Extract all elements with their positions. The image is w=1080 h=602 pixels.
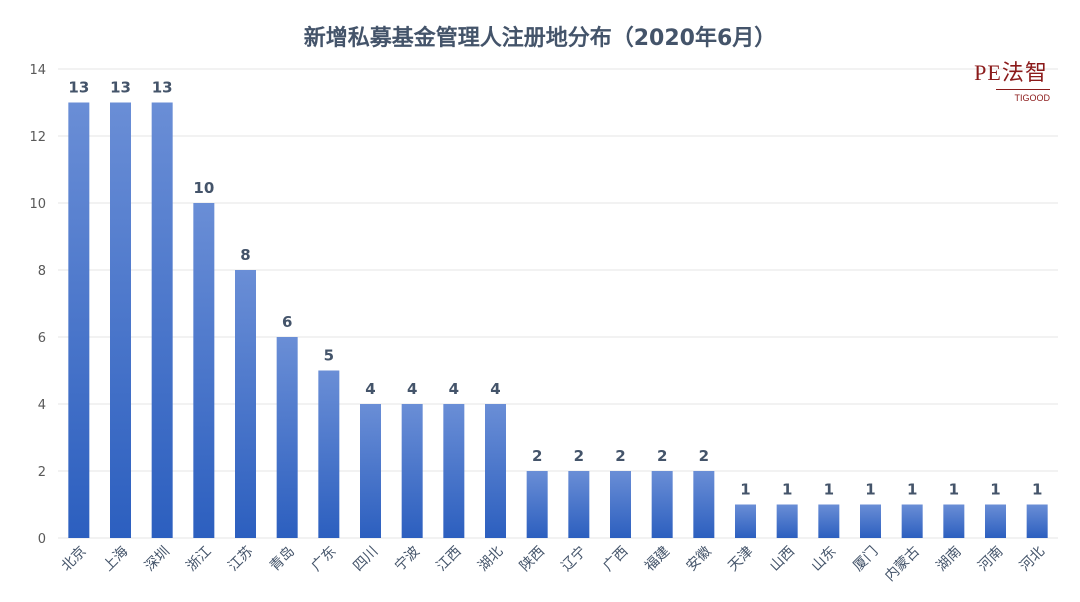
data-label: 13 bbox=[152, 79, 173, 97]
data-label: 1 bbox=[782, 481, 792, 499]
x-tick-label: 河南 bbox=[975, 544, 1006, 575]
x-tick-label: 广东 bbox=[309, 544, 340, 575]
bar bbox=[985, 504, 1006, 538]
data-label: 1 bbox=[865, 481, 875, 499]
bar bbox=[151, 102, 173, 538]
bar bbox=[735, 504, 756, 538]
logo-sub: TIGOOD bbox=[1014, 93, 1051, 103]
x-tick-label: 福建 bbox=[642, 544, 673, 575]
x-tick-label: 江苏 bbox=[225, 544, 256, 575]
y-tick-label: 0 bbox=[38, 532, 46, 547]
y-tick-label: 4 bbox=[38, 398, 46, 413]
x-tick-label: 青岛 bbox=[267, 544, 298, 575]
data-label: 1 bbox=[907, 481, 917, 499]
data-label: 2 bbox=[657, 447, 667, 465]
bar bbox=[860, 504, 881, 538]
x-tick-label: 浙江 bbox=[184, 544, 215, 575]
x-tick-label: 山西 bbox=[767, 544, 798, 575]
bar bbox=[68, 102, 90, 538]
data-label: 4 bbox=[365, 380, 375, 398]
bar bbox=[360, 404, 381, 538]
x-tick-label: 陕西 bbox=[517, 544, 548, 575]
data-label: 2 bbox=[574, 447, 584, 465]
x-tick-label: 安徽 bbox=[684, 544, 715, 575]
logo: PE法智 TIGOOD bbox=[966, 55, 1056, 103]
logo-text: PE法智 bbox=[974, 60, 1048, 85]
data-label: 1 bbox=[949, 481, 959, 499]
bar bbox=[943, 504, 965, 538]
x-tick-label: 北京 bbox=[59, 544, 90, 575]
x-tick-label: 江西 bbox=[434, 544, 465, 575]
y-tick-label: 12 bbox=[29, 130, 46, 145]
data-label: 2 bbox=[615, 447, 625, 465]
x-tick-label: 深圳 bbox=[142, 544, 173, 575]
bar bbox=[235, 270, 256, 538]
x-tick-label: 宁波 bbox=[391, 543, 423, 575]
data-label: 1 bbox=[990, 481, 1000, 499]
data-label: 1 bbox=[1032, 481, 1042, 499]
bar bbox=[568, 471, 590, 538]
bar bbox=[651, 471, 673, 538]
data-label: 5 bbox=[324, 347, 334, 365]
bar bbox=[443, 404, 465, 538]
x-tick-label: 天津 bbox=[725, 544, 756, 575]
data-label: 1 bbox=[824, 481, 834, 499]
data-label: 2 bbox=[699, 447, 709, 465]
y-tick-label: 6 bbox=[38, 331, 46, 346]
x-tick-label: 四川 bbox=[350, 544, 381, 575]
x-tick-label: 河北 bbox=[1017, 544, 1048, 575]
data-label: 13 bbox=[110, 79, 131, 97]
bar bbox=[110, 102, 131, 538]
bar bbox=[193, 203, 215, 538]
data-label: 2 bbox=[532, 447, 542, 465]
x-tick-label: 辽宁 bbox=[558, 543, 590, 575]
data-label: 8 bbox=[240, 246, 250, 264]
data-label: 10 bbox=[193, 179, 214, 197]
x-tick-label: 山东 bbox=[809, 544, 840, 575]
bar bbox=[901, 504, 923, 538]
chart-title: 新增私募基金管理人注册地分布（2020年6月） bbox=[303, 26, 777, 51]
bar bbox=[276, 337, 298, 538]
y-tick-label: 14 bbox=[29, 63, 46, 78]
data-label: 1 bbox=[740, 481, 750, 499]
bar bbox=[1026, 504, 1048, 538]
x-tick-label: 广西 bbox=[600, 544, 631, 575]
x-tick-label: 湖北 bbox=[475, 544, 506, 575]
bar bbox=[693, 471, 715, 538]
bar bbox=[401, 404, 423, 538]
data-label: 4 bbox=[490, 380, 500, 398]
bar bbox=[526, 471, 548, 538]
data-label: 13 bbox=[68, 79, 89, 97]
y-tick-label: 8 bbox=[38, 264, 46, 279]
data-label: 4 bbox=[449, 380, 459, 398]
y-tick-label: 2 bbox=[38, 465, 46, 480]
x-tick-label: 上海 bbox=[100, 544, 131, 575]
bar bbox=[776, 504, 798, 538]
data-label: 4 bbox=[407, 380, 417, 398]
bar bbox=[318, 370, 340, 538]
logo-divider bbox=[996, 89, 1050, 90]
x-tick-label: 厦门 bbox=[850, 544, 881, 575]
x-tick-label: 湖南 bbox=[934, 544, 965, 575]
x-tick-label: 内蒙古 bbox=[882, 544, 923, 585]
bar bbox=[818, 504, 840, 538]
data-label: 6 bbox=[282, 313, 292, 331]
y-tick-label: 10 bbox=[29, 197, 46, 212]
bar bbox=[610, 471, 631, 538]
bar bbox=[485, 404, 506, 538]
